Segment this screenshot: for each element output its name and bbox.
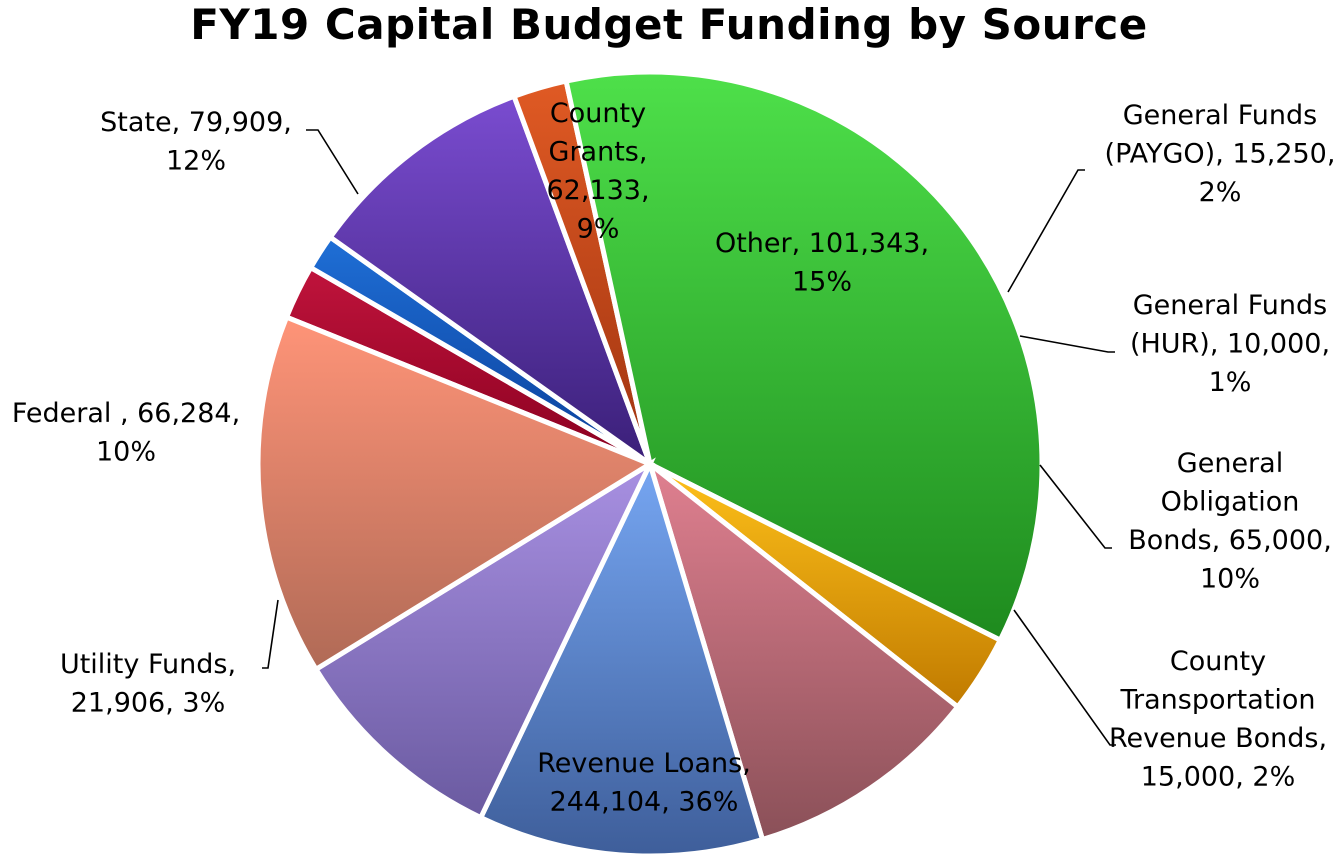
slice-label-other: Other, 101,343, 15%: [715, 228, 929, 298]
slice-label-line: 21,906, 3%: [71, 688, 225, 719]
pie-slice-general-obligation-bonds: [326, 93, 656, 471]
slice-label-line: County: [550, 98, 646, 129]
slice-label-line: Revenue Bonds,: [1109, 723, 1327, 754]
slice-label-utility-funds: Utility Funds, 21,906, 3%: [60, 649, 236, 719]
slice-label-line: 15%: [792, 267, 852, 298]
slice-label-general-funds-hur: General Funds (HUR), 10,000, 1%: [1130, 290, 1330, 398]
slice-label-line: 10%: [96, 437, 156, 468]
slice-label-county-grants: County Grants, 62,133, 9%: [546, 98, 649, 245]
leader-line-county-transportation-revenue-bonds: [1013, 609, 1116, 746]
pie-slice-federal: [645, 457, 962, 843]
slice-label-line: Utility Funds,: [60, 649, 236, 680]
slice-label-federal: Federal , 66,284, 10%: [12, 398, 240, 468]
slice-label-line: 1%: [1209, 367, 1252, 398]
slice-label-line: 10%: [1200, 564, 1260, 595]
slice-label-line: Federal , 66,284,: [12, 398, 240, 429]
slice-label-line: County: [1170, 646, 1266, 677]
leader-line-general-obligation-bonds: [1039, 464, 1112, 549]
slice-label-general-obligation-bonds: General Obligation Bonds, 65,000, 10%: [1128, 448, 1332, 595]
slice-label-line: (PAYGO), 15,250,: [1105, 139, 1336, 170]
slice-label-line: Bonds, 65,000,: [1128, 525, 1332, 556]
slice-label-county-transportation-revenue-bonds: County Transportation Revenue Bonds, 15,000…: [1109, 646, 1327, 793]
leader-line-state: [306, 129, 359, 195]
slice-label-line: Other, 101,343,: [715, 228, 929, 259]
slice-label-line: Grants,: [549, 137, 648, 168]
slice-label-line: General Funds: [1123, 100, 1317, 131]
slice-label-general-funds-paygo: General Funds (PAYGO), 15,250, 2%: [1105, 100, 1336, 208]
slice-label-line: 15,000, 2%: [1141, 762, 1295, 793]
slice-label-line: Obligation: [1161, 487, 1300, 518]
slice-label-line: 62,133,: [546, 175, 649, 206]
slice-label-line: 244,104, 36%: [550, 787, 739, 818]
slice-label-revenue-loans: Revenue Loans, 244,104, 36%: [537, 748, 751, 818]
slice-label-state: State, 79,909, 12%: [100, 107, 292, 177]
pie-slice-county-grants: [312, 457, 656, 821]
pie-slice-revenue-loans: [563, 69, 1045, 644]
pie-slice-state: [477, 457, 766, 859]
slice-label-line: 9%: [577, 214, 620, 245]
leader-line-utility-funds: [262, 599, 279, 669]
slice-label-line: Transportation: [1120, 685, 1316, 716]
slice-label-line: General Funds: [1133, 290, 1327, 321]
leader-line-general-funds-hur: [1019, 335, 1115, 353]
slice-label-line: 2%: [1199, 177, 1242, 208]
slice-label-line: General: [1177, 448, 1283, 479]
pie-slice-other: [255, 313, 656, 673]
chart-title: FY19 Capital Budget Funding by Source: [190, 0, 1148, 49]
slice-label-line: 12%: [166, 146, 226, 177]
slice-label-line: Revenue Loans,: [537, 748, 751, 779]
slice-label-line: (HUR), 10,000,: [1130, 329, 1330, 360]
slice-label-line: State, 79,909,: [100, 107, 292, 138]
leader-line-general-funds-paygo: [1007, 169, 1085, 293]
